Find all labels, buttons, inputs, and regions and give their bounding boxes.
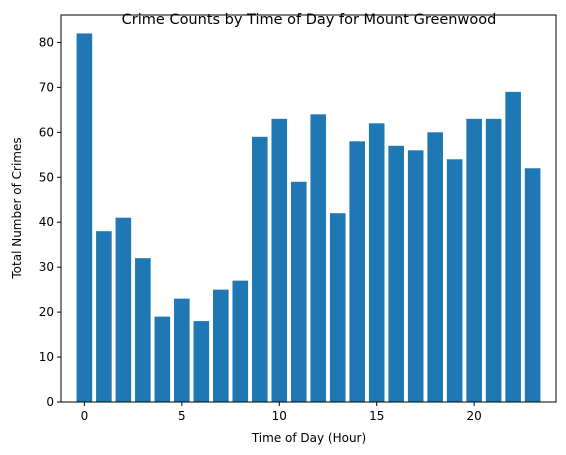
bar-hour-11 [290, 181, 307, 402]
bar-hour-23 [524, 168, 541, 402]
y-axis-label: Total Number of Crimes [10, 137, 24, 279]
chart-title: Crime Counts by Time of Day for Mount Gr… [122, 12, 497, 28]
x-tick-label: 10 [272, 409, 287, 423]
plot-frame [60, 14, 557, 403]
x-tick-label: 0 [81, 409, 89, 423]
y-tick-label: 20 [39, 305, 54, 319]
bar-hour-4 [154, 316, 171, 402]
y-tick-label: 80 [39, 35, 54, 49]
bar-hour-14 [349, 141, 366, 402]
bar-hour-2 [115, 217, 132, 402]
bar-hour-17 [407, 150, 424, 402]
y-axis-ticks: 0 10 20 30 40 50 60 70 80 [39, 35, 61, 409]
bar-hour-19 [446, 159, 463, 402]
bar-hour-16 [388, 145, 404, 402]
y-tick-label: 0 [46, 395, 54, 409]
bar-hour-20 [466, 118, 482, 402]
bar-hour-10 [271, 118, 288, 402]
bar-hour-22 [505, 91, 521, 402]
bar-hour-8 [232, 280, 249, 402]
y-tick-label: 40 [39, 215, 54, 229]
bar-hour-12 [310, 114, 327, 402]
bar-hour-21 [485, 118, 502, 402]
bar-hour-6 [193, 321, 210, 402]
bar-hour-18 [427, 132, 443, 402]
bars [76, 33, 541, 403]
y-tick-label: 60 [39, 125, 54, 139]
bar-hour-13 [329, 213, 346, 402]
bar-hour-5 [174, 298, 190, 402]
y-tick-label: 50 [39, 170, 54, 184]
bar-hour-9 [251, 136, 268, 403]
y-tick-label: 30 [39, 260, 54, 274]
x-tick-label: 20 [467, 409, 482, 423]
bar-hour-0 [76, 33, 93, 403]
bar-hour-1 [96, 231, 112, 402]
bar-hour-15 [368, 123, 385, 403]
bar-hour-3 [135, 258, 151, 402]
x-axis-label: Time of Day (Hour) [251, 431, 366, 445]
y-tick-label: 70 [39, 80, 54, 94]
x-tick-label: 5 [178, 409, 186, 423]
bar-hour-7 [213, 289, 229, 402]
x-axis-ticks: 0 5 10 15 20 [81, 402, 482, 423]
x-tick-label: 15 [369, 409, 384, 423]
y-tick-label: 10 [39, 350, 54, 364]
